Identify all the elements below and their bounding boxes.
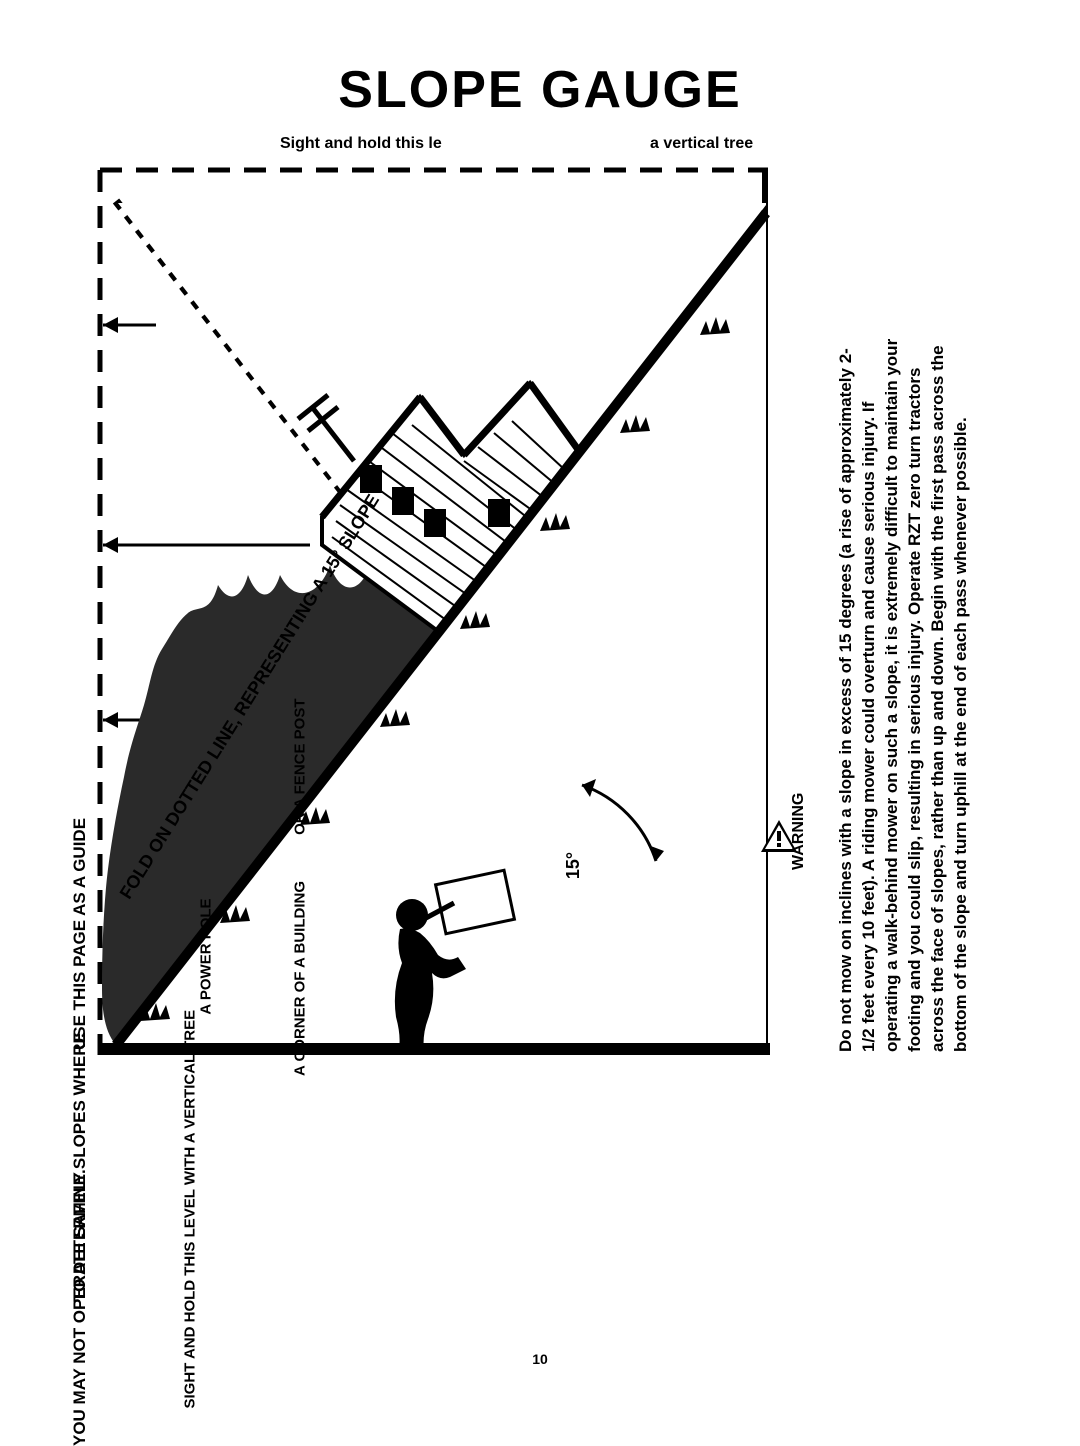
ref-line-4: OR A FENCE POST [292, 699, 309, 1299]
subtitle-right: a vertical tree [650, 135, 753, 153]
heading-operate: YOU MAY NOT OPERATE SAFELY. [70, 566, 90, 1446]
fold-line-label: FOLD ON DOTTED LINE, REPRESENTING A 15° … [116, 298, 505, 903]
angle-label: 15° [563, 852, 584, 879]
ref-line-1: SIGHT AND HOLD THIS LEVEL WITH A VERTICA… [182, 529, 199, 1409]
ref-line-2: A POWER POLE [198, 517, 215, 1397]
subtitle-left: Sight and hold this le [280, 135, 442, 153]
page-number: 10 [0, 1351, 1080, 1367]
warning-text: Do not mow on inclines with a slope in e… [835, 334, 973, 1052]
warning-label: WARNING [790, 793, 808, 870]
page-title: SLOPE GAUGE [0, 60, 1080, 120]
warning-block: WARNING Do not mow on inclines with a sl… [725, 170, 975, 1070]
